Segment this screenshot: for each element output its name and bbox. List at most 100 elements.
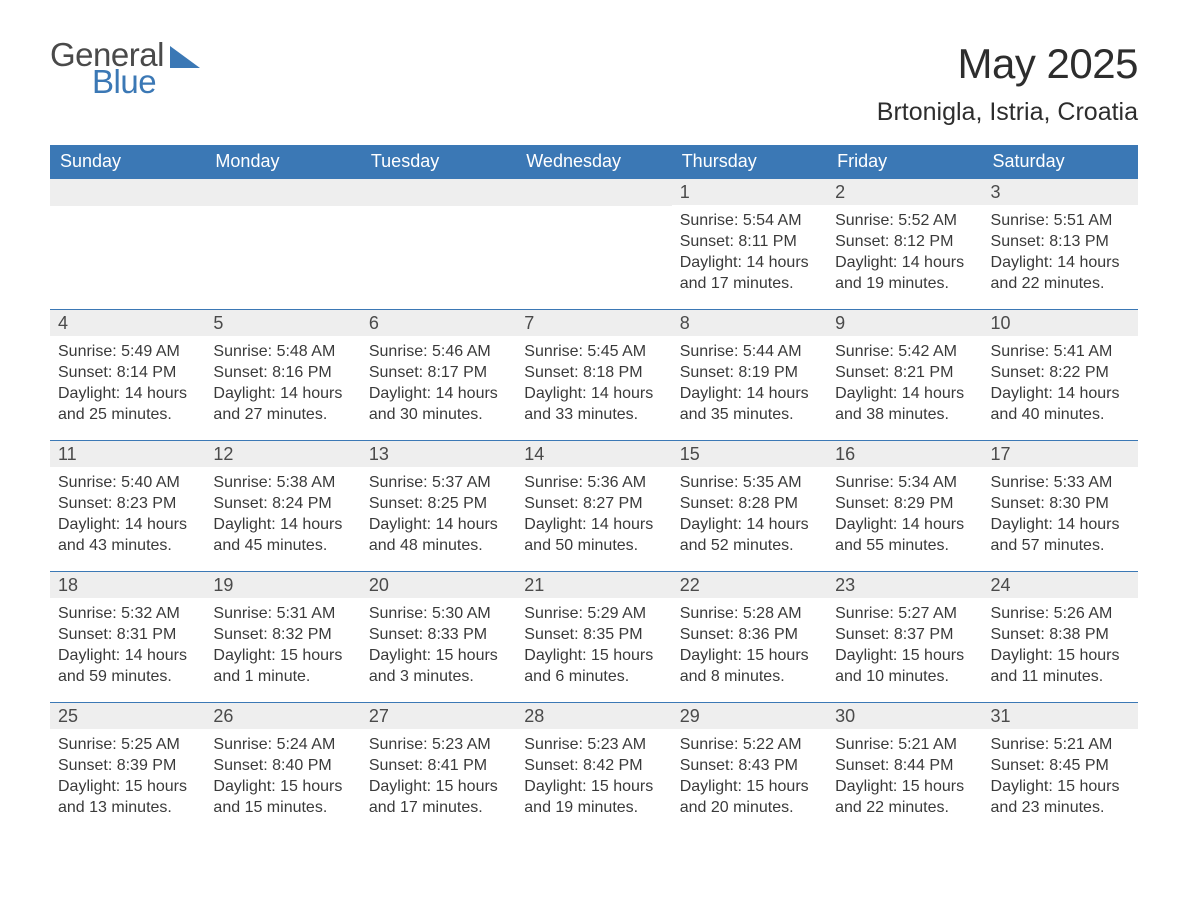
sunrise-text: Sunrise: 5:33 AM <box>991 472 1130 493</box>
sunrise-text: Sunrise: 5:51 AM <box>991 210 1130 231</box>
day-number: 23 <box>827 572 982 598</box>
day-number: 18 <box>50 572 205 598</box>
daylight-text: Daylight: 15 hours and 20 minutes. <box>680 776 819 818</box>
day-number: 11 <box>50 441 205 467</box>
day-body: Sunrise: 5:42 AMSunset: 8:21 PMDaylight:… <box>827 336 982 429</box>
calendar-day: 29Sunrise: 5:22 AMSunset: 8:43 PMDayligh… <box>672 703 827 834</box>
sunset-text: Sunset: 8:18 PM <box>524 362 663 383</box>
daylight-text: Daylight: 15 hours and 10 minutes. <box>835 645 974 687</box>
day-number: 13 <box>361 441 516 467</box>
sunrise-text: Sunrise: 5:35 AM <box>680 472 819 493</box>
day-body: Sunrise: 5:21 AMSunset: 8:44 PMDaylight:… <box>827 729 982 822</box>
sunrise-text: Sunrise: 5:52 AM <box>835 210 974 231</box>
day-number: 6 <box>361 310 516 336</box>
calendar-day: 13Sunrise: 5:37 AMSunset: 8:25 PMDayligh… <box>361 441 516 572</box>
day-number: 8 <box>672 310 827 336</box>
day-number: 24 <box>983 572 1138 598</box>
day-number: 10 <box>983 310 1138 336</box>
sunrise-text: Sunrise: 5:21 AM <box>991 734 1130 755</box>
sunset-text: Sunset: 8:23 PM <box>58 493 197 514</box>
brand-triangle-icon <box>170 46 200 68</box>
weekday-header: Saturday <box>983 145 1138 179</box>
day-body: Sunrise: 5:44 AMSunset: 8:19 PMDaylight:… <box>672 336 827 429</box>
day-number: 26 <box>205 703 360 729</box>
calendar-day: 28Sunrise: 5:23 AMSunset: 8:42 PMDayligh… <box>516 703 671 834</box>
brand-row2: Blue <box>50 67 164 97</box>
daylight-text: Daylight: 14 hours and 59 minutes. <box>58 645 197 687</box>
sunset-text: Sunset: 8:24 PM <box>213 493 352 514</box>
sunrise-text: Sunrise: 5:45 AM <box>524 341 663 362</box>
sunset-text: Sunset: 8:32 PM <box>213 624 352 645</box>
sunset-text: Sunset: 8:17 PM <box>369 362 508 383</box>
calendar-day: 21Sunrise: 5:29 AMSunset: 8:35 PMDayligh… <box>516 572 671 703</box>
sunset-text: Sunset: 8:39 PM <box>58 755 197 776</box>
day-number: 28 <box>516 703 671 729</box>
calendar-day: 4Sunrise: 5:49 AMSunset: 8:14 PMDaylight… <box>50 310 205 441</box>
daylight-text: Daylight: 14 hours and 52 minutes. <box>680 514 819 556</box>
empty-day-number <box>516 179 671 206</box>
day-body: Sunrise: 5:34 AMSunset: 8:29 PMDaylight:… <box>827 467 982 560</box>
day-body: Sunrise: 5:27 AMSunset: 8:37 PMDaylight:… <box>827 598 982 691</box>
day-body: Sunrise: 5:22 AMSunset: 8:43 PMDaylight:… <box>672 729 827 822</box>
weekday-header: Thursday <box>672 145 827 179</box>
calendar-empty <box>516 179 671 310</box>
sunset-text: Sunset: 8:36 PM <box>680 624 819 645</box>
day-number: 30 <box>827 703 982 729</box>
calendar-week: 18Sunrise: 5:32 AMSunset: 8:31 PMDayligh… <box>50 572 1138 703</box>
calendar-body: 1Sunrise: 5:54 AMSunset: 8:11 PMDaylight… <box>50 179 1138 834</box>
header: General Blue May 2025 Brtonigla, Istria,… <box>50 40 1138 127</box>
location-label: Brtonigla, Istria, Croatia <box>877 98 1138 127</box>
sunset-text: Sunset: 8:43 PM <box>680 755 819 776</box>
sunset-text: Sunset: 8:35 PM <box>524 624 663 645</box>
day-body: Sunrise: 5:45 AMSunset: 8:18 PMDaylight:… <box>516 336 671 429</box>
calendar-day: 15Sunrise: 5:35 AMSunset: 8:28 PMDayligh… <box>672 441 827 572</box>
sunset-text: Sunset: 8:38 PM <box>991 624 1130 645</box>
daylight-text: Daylight: 15 hours and 1 minute. <box>213 645 352 687</box>
day-number: 27 <box>361 703 516 729</box>
sunrise-text: Sunrise: 5:25 AM <box>58 734 197 755</box>
day-body: Sunrise: 5:25 AMSunset: 8:39 PMDaylight:… <box>50 729 205 822</box>
calendar-day: 11Sunrise: 5:40 AMSunset: 8:23 PMDayligh… <box>50 441 205 572</box>
daylight-text: Daylight: 15 hours and 17 minutes. <box>369 776 508 818</box>
day-body: Sunrise: 5:40 AMSunset: 8:23 PMDaylight:… <box>50 467 205 560</box>
sunset-text: Sunset: 8:11 PM <box>680 231 819 252</box>
sunset-text: Sunset: 8:12 PM <box>835 231 974 252</box>
day-body: Sunrise: 5:33 AMSunset: 8:30 PMDaylight:… <box>983 467 1138 560</box>
calendar-day: 6Sunrise: 5:46 AMSunset: 8:17 PMDaylight… <box>361 310 516 441</box>
daylight-text: Daylight: 14 hours and 50 minutes. <box>524 514 663 556</box>
day-body: Sunrise: 5:54 AMSunset: 8:11 PMDaylight:… <box>672 205 827 298</box>
daylight-text: Daylight: 15 hours and 6 minutes. <box>524 645 663 687</box>
sunrise-text: Sunrise: 5:37 AM <box>369 472 508 493</box>
day-body: Sunrise: 5:37 AMSunset: 8:25 PMDaylight:… <box>361 467 516 560</box>
daylight-text: Daylight: 14 hours and 27 minutes. <box>213 383 352 425</box>
day-number: 1 <box>672 179 827 205</box>
brand-part2: Blue <box>92 67 156 97</box>
day-body: Sunrise: 5:41 AMSunset: 8:22 PMDaylight:… <box>983 336 1138 429</box>
sunset-text: Sunset: 8:28 PM <box>680 493 819 514</box>
sunset-text: Sunset: 8:44 PM <box>835 755 974 776</box>
calendar-day: 3Sunrise: 5:51 AMSunset: 8:13 PMDaylight… <box>983 179 1138 310</box>
calendar-day: 25Sunrise: 5:25 AMSunset: 8:39 PMDayligh… <box>50 703 205 834</box>
day-number: 19 <box>205 572 360 598</box>
sunrise-text: Sunrise: 5:27 AM <box>835 603 974 624</box>
daylight-text: Daylight: 15 hours and 23 minutes. <box>991 776 1130 818</box>
calendar-day: 8Sunrise: 5:44 AMSunset: 8:19 PMDaylight… <box>672 310 827 441</box>
calendar-day: 19Sunrise: 5:31 AMSunset: 8:32 PMDayligh… <box>205 572 360 703</box>
day-body: Sunrise: 5:38 AMSunset: 8:24 PMDaylight:… <box>205 467 360 560</box>
weekday-row: SundayMondayTuesdayWednesdayThursdayFrid… <box>50 145 1138 179</box>
daylight-text: Daylight: 15 hours and 19 minutes. <box>524 776 663 818</box>
weekday-header: Wednesday <box>516 145 671 179</box>
day-body: Sunrise: 5:36 AMSunset: 8:27 PMDaylight:… <box>516 467 671 560</box>
empty-day-number <box>205 179 360 206</box>
day-number: 7 <box>516 310 671 336</box>
day-number: 20 <box>361 572 516 598</box>
weekday-header: Friday <box>827 145 982 179</box>
daylight-text: Daylight: 15 hours and 3 minutes. <box>369 645 508 687</box>
day-number: 29 <box>672 703 827 729</box>
sunrise-text: Sunrise: 5:30 AM <box>369 603 508 624</box>
daylight-text: Daylight: 14 hours and 40 minutes. <box>991 383 1130 425</box>
sunrise-text: Sunrise: 5:36 AM <box>524 472 663 493</box>
calendar-day: 5Sunrise: 5:48 AMSunset: 8:16 PMDaylight… <box>205 310 360 441</box>
calendar-day: 27Sunrise: 5:23 AMSunset: 8:41 PMDayligh… <box>361 703 516 834</box>
calendar-day: 30Sunrise: 5:21 AMSunset: 8:44 PMDayligh… <box>827 703 982 834</box>
